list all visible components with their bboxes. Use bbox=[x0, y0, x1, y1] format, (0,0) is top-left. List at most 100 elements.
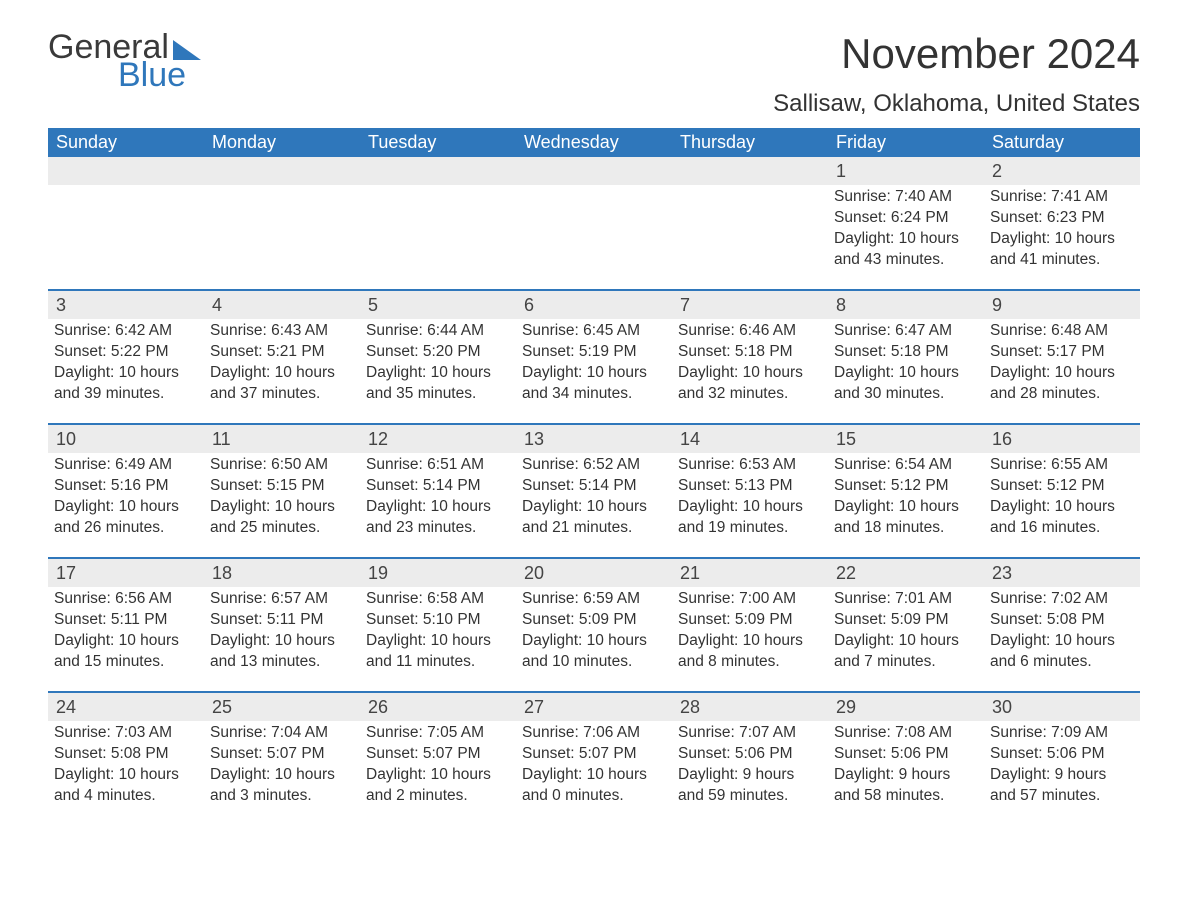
sunrise-line: Sunrise: 6:46 AM bbox=[678, 321, 822, 342]
calendar-cell bbox=[672, 185, 828, 289]
sunrise-line: Sunrise: 7:00 AM bbox=[678, 589, 822, 610]
calendar-cell: Sunrise: 7:04 AMSunset: 5:07 PMDaylight:… bbox=[204, 721, 360, 825]
daylight-line: Daylight: 10 hours and 6 minutes. bbox=[990, 631, 1134, 673]
calendar-cell bbox=[516, 185, 672, 289]
calendar-cell: Sunrise: 6:45 AMSunset: 5:19 PMDaylight:… bbox=[516, 319, 672, 423]
sunset-line: Sunset: 5:10 PM bbox=[366, 610, 510, 631]
sunrise-line: Sunrise: 6:57 AM bbox=[210, 589, 354, 610]
day-number: 11 bbox=[204, 423, 360, 453]
sunset-line: Sunset: 5:18 PM bbox=[678, 342, 822, 363]
day-number: 6 bbox=[516, 289, 672, 319]
day-number: 2 bbox=[984, 157, 1140, 185]
sunset-line: Sunset: 5:11 PM bbox=[210, 610, 354, 631]
day-number: 29 bbox=[828, 691, 984, 721]
brand-text-blue: Blue bbox=[118, 58, 201, 92]
sunset-line: Sunset: 5:07 PM bbox=[366, 744, 510, 765]
calendar-cell: Sunrise: 7:40 AMSunset: 6:24 PMDaylight:… bbox=[828, 185, 984, 289]
calendar-cell: Sunrise: 6:49 AMSunset: 5:16 PMDaylight:… bbox=[48, 453, 204, 557]
calendar-cell: Sunrise: 6:58 AMSunset: 5:10 PMDaylight:… bbox=[360, 587, 516, 691]
weekday-header: Friday bbox=[828, 128, 984, 157]
calendar-cell: Sunrise: 7:09 AMSunset: 5:06 PMDaylight:… bbox=[984, 721, 1140, 825]
calendar-cell: Sunrise: 6:43 AMSunset: 5:21 PMDaylight:… bbox=[204, 319, 360, 423]
daylight-line: Daylight: 9 hours and 58 minutes. bbox=[834, 765, 978, 807]
sunrise-line: Sunrise: 7:06 AM bbox=[522, 723, 666, 744]
sunset-line: Sunset: 5:13 PM bbox=[678, 476, 822, 497]
sunrise-line: Sunrise: 7:40 AM bbox=[834, 187, 978, 208]
page-title: November 2024 bbox=[773, 30, 1140, 78]
daylight-line: Daylight: 10 hours and 25 minutes. bbox=[210, 497, 354, 539]
calendar-cell: Sunrise: 7:05 AMSunset: 5:07 PMDaylight:… bbox=[360, 721, 516, 825]
sunset-line: Sunset: 6:23 PM bbox=[990, 208, 1134, 229]
weekday-header: Tuesday bbox=[360, 128, 516, 157]
day-number: 28 bbox=[672, 691, 828, 721]
daylight-line: Daylight: 10 hours and 34 minutes. bbox=[522, 363, 666, 405]
sunset-line: Sunset: 5:06 PM bbox=[990, 744, 1134, 765]
daylight-line: Daylight: 10 hours and 2 minutes. bbox=[366, 765, 510, 807]
sunrise-line: Sunrise: 7:09 AM bbox=[990, 723, 1134, 744]
sunrise-line: Sunrise: 6:51 AM bbox=[366, 455, 510, 476]
daylight-line: Daylight: 9 hours and 57 minutes. bbox=[990, 765, 1134, 807]
day-number: 16 bbox=[984, 423, 1140, 453]
calendar-cell: Sunrise: 6:52 AMSunset: 5:14 PMDaylight:… bbox=[516, 453, 672, 557]
sunrise-line: Sunrise: 6:55 AM bbox=[990, 455, 1134, 476]
daylight-line: Daylight: 10 hours and 11 minutes. bbox=[366, 631, 510, 673]
calendar-cell bbox=[48, 185, 204, 289]
daylight-line: Daylight: 9 hours and 59 minutes. bbox=[678, 765, 822, 807]
sunset-line: Sunset: 5:21 PM bbox=[210, 342, 354, 363]
daylight-line: Daylight: 10 hours and 16 minutes. bbox=[990, 497, 1134, 539]
sunrise-line: Sunrise: 6:42 AM bbox=[54, 321, 198, 342]
daylight-line: Daylight: 10 hours and 37 minutes. bbox=[210, 363, 354, 405]
day-number: 9 bbox=[984, 289, 1140, 319]
sunset-line: Sunset: 5:09 PM bbox=[834, 610, 978, 631]
sunset-line: Sunset: 5:09 PM bbox=[678, 610, 822, 631]
sunrise-line: Sunrise: 7:02 AM bbox=[990, 589, 1134, 610]
sunset-line: Sunset: 5:08 PM bbox=[990, 610, 1134, 631]
sunrise-line: Sunrise: 7:05 AM bbox=[366, 723, 510, 744]
calendar-cell: Sunrise: 6:42 AMSunset: 5:22 PMDaylight:… bbox=[48, 319, 204, 423]
day-number: 22 bbox=[828, 557, 984, 587]
daylight-line: Daylight: 10 hours and 0 minutes. bbox=[522, 765, 666, 807]
day-number: 25 bbox=[204, 691, 360, 721]
calendar-table: SundayMondayTuesdayWednesdayThursdayFrid… bbox=[48, 128, 1140, 825]
brand-triangle-icon bbox=[173, 40, 201, 60]
day-number: 12 bbox=[360, 423, 516, 453]
calendar-cell: Sunrise: 7:01 AMSunset: 5:09 PMDaylight:… bbox=[828, 587, 984, 691]
brand-logo: General Blue bbox=[48, 30, 201, 92]
daylight-line: Daylight: 10 hours and 8 minutes. bbox=[678, 631, 822, 673]
calendar-cell: Sunrise: 6:46 AMSunset: 5:18 PMDaylight:… bbox=[672, 319, 828, 423]
calendar-cell: Sunrise: 7:03 AMSunset: 5:08 PMDaylight:… bbox=[48, 721, 204, 825]
calendar-cell: Sunrise: 7:02 AMSunset: 5:08 PMDaylight:… bbox=[984, 587, 1140, 691]
day-number bbox=[48, 157, 204, 185]
daylight-line: Daylight: 10 hours and 28 minutes. bbox=[990, 363, 1134, 405]
daylight-line: Daylight: 10 hours and 39 minutes. bbox=[54, 363, 198, 405]
day-number: 5 bbox=[360, 289, 516, 319]
day-number: 24 bbox=[48, 691, 204, 721]
sunset-line: Sunset: 5:18 PM bbox=[834, 342, 978, 363]
sunrise-line: Sunrise: 6:49 AM bbox=[54, 455, 198, 476]
sunset-line: Sunset: 5:16 PM bbox=[54, 476, 198, 497]
weekday-header: Sunday bbox=[48, 128, 204, 157]
day-number bbox=[672, 157, 828, 185]
weekday-header: Wednesday bbox=[516, 128, 672, 157]
calendar-cell: Sunrise: 6:59 AMSunset: 5:09 PMDaylight:… bbox=[516, 587, 672, 691]
calendar-cell: Sunrise: 7:08 AMSunset: 5:06 PMDaylight:… bbox=[828, 721, 984, 825]
daylight-line: Daylight: 10 hours and 19 minutes. bbox=[678, 497, 822, 539]
day-number: 17 bbox=[48, 557, 204, 587]
weekday-header: Saturday bbox=[984, 128, 1140, 157]
sunrise-line: Sunrise: 7:41 AM bbox=[990, 187, 1134, 208]
calendar-cell: Sunrise: 6:56 AMSunset: 5:11 PMDaylight:… bbox=[48, 587, 204, 691]
sunrise-line: Sunrise: 7:07 AM bbox=[678, 723, 822, 744]
sunrise-line: Sunrise: 6:44 AM bbox=[366, 321, 510, 342]
sunset-line: Sunset: 5:11 PM bbox=[54, 610, 198, 631]
day-number: 26 bbox=[360, 691, 516, 721]
sunrise-line: Sunrise: 6:56 AM bbox=[54, 589, 198, 610]
sunset-line: Sunset: 5:17 PM bbox=[990, 342, 1134, 363]
sunset-line: Sunset: 5:07 PM bbox=[210, 744, 354, 765]
sunrise-line: Sunrise: 6:58 AM bbox=[366, 589, 510, 610]
sunset-line: Sunset: 5:06 PM bbox=[834, 744, 978, 765]
calendar-cell: Sunrise: 6:55 AMSunset: 5:12 PMDaylight:… bbox=[984, 453, 1140, 557]
daylight-line: Daylight: 10 hours and 18 minutes. bbox=[834, 497, 978, 539]
daylight-line: Daylight: 10 hours and 21 minutes. bbox=[522, 497, 666, 539]
day-number bbox=[516, 157, 672, 185]
daylight-line: Daylight: 10 hours and 10 minutes. bbox=[522, 631, 666, 673]
